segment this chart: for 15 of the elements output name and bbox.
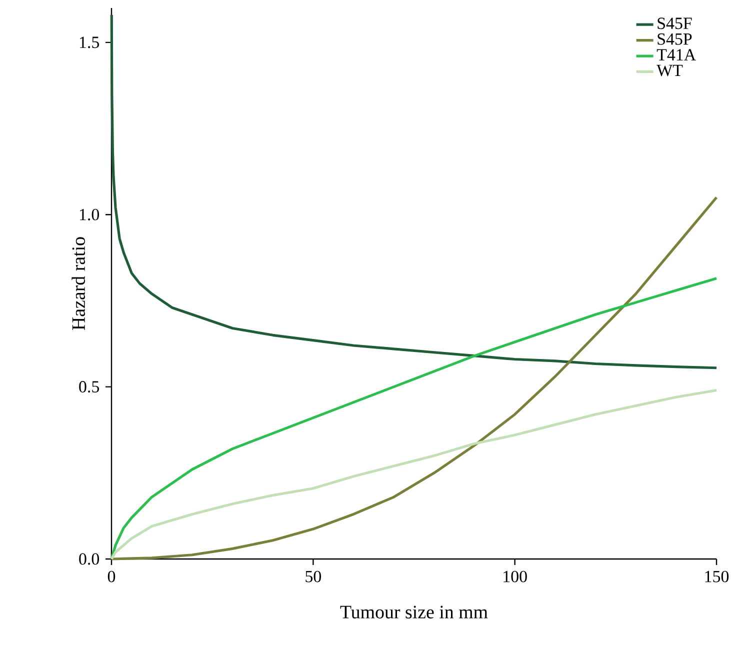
y-tick-label: 1.5 xyxy=(80,36,99,48)
legend-label: WT xyxy=(656,64,683,76)
x-tick-label: 50 xyxy=(306,570,321,582)
y-tick-label: 1.0 xyxy=(80,208,100,220)
legend-label: S45P xyxy=(658,33,692,45)
x-tick-label: 150 xyxy=(705,570,729,582)
legend-label: T41A xyxy=(656,49,696,60)
x-tick-label: 100 xyxy=(504,570,527,582)
x-axis-title: Tumour size in mm xyxy=(340,606,488,618)
x-tick-label: 0 xyxy=(108,570,116,582)
y-tick-label: 0.5 xyxy=(79,381,99,393)
y-axis-title: Hazard ratio xyxy=(72,237,85,330)
line-series xyxy=(110,14,718,370)
y-tick-label: 0.0 xyxy=(79,553,100,565)
legend-label: S45F xyxy=(658,18,692,30)
